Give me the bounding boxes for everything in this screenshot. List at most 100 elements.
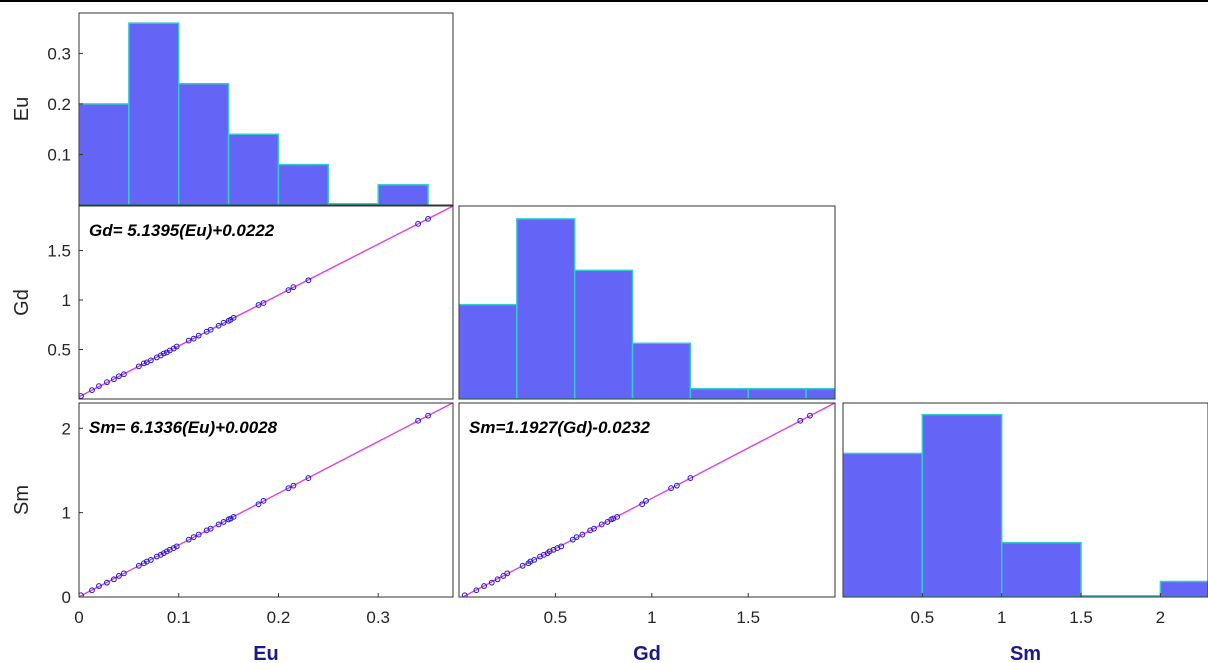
data-point bbox=[185, 337, 192, 344]
data-point bbox=[504, 570, 511, 577]
histogram-bar bbox=[573, 269, 634, 399]
x-tick-label: 1 bbox=[647, 608, 656, 627]
data-point bbox=[147, 556, 154, 563]
regression-equation: Sm=1.1927(Gd)-0.0232 bbox=[469, 418, 651, 437]
data-point bbox=[290, 482, 297, 489]
data-point bbox=[147, 357, 154, 364]
data-point bbox=[79, 393, 84, 399]
x-tick-label: 0.5 bbox=[544, 608, 568, 627]
histogram-bar bbox=[1000, 541, 1082, 597]
data-point bbox=[215, 521, 222, 528]
data-point bbox=[79, 592, 84, 597]
y-tick-label: 0.5 bbox=[47, 341, 71, 360]
y-axis-label: Gd bbox=[11, 289, 33, 316]
data-point bbox=[215, 322, 222, 329]
x-axis-label: Sm bbox=[1010, 643, 1041, 663]
data-point bbox=[285, 287, 292, 294]
data-point bbox=[614, 513, 621, 520]
x-tick-label: 0.1 bbox=[167, 608, 191, 627]
x-tick-label: 1.5 bbox=[1069, 608, 1093, 627]
data-point bbox=[230, 513, 237, 520]
data-point bbox=[425, 215, 431, 222]
histogram-bar bbox=[843, 452, 924, 597]
data-point bbox=[185, 536, 192, 543]
histogram-bar bbox=[747, 387, 807, 399]
hist-gd-frame bbox=[458, 205, 836, 400]
data-point bbox=[104, 579, 110, 586]
data-point bbox=[195, 332, 202, 339]
x-tick-label: 0.5 bbox=[911, 608, 935, 627]
y-tick-label: 2 bbox=[62, 419, 71, 438]
data-point bbox=[425, 412, 431, 419]
y-axis-label: Sm bbox=[11, 485, 33, 515]
data-point bbox=[643, 497, 649, 504]
data-point bbox=[591, 525, 597, 532]
data-point bbox=[797, 417, 804, 424]
data-point bbox=[579, 531, 586, 538]
data-point bbox=[260, 497, 267, 504]
data-point bbox=[305, 277, 312, 284]
data-point bbox=[500, 573, 507, 579]
histogram-bar bbox=[377, 184, 429, 205]
data-point bbox=[569, 536, 576, 543]
data-point bbox=[140, 360, 147, 367]
y-tick-label: 1 bbox=[62, 504, 71, 523]
data-point bbox=[163, 548, 170, 555]
data-point bbox=[111, 576, 117, 583]
data-point bbox=[220, 319, 227, 326]
data-point bbox=[573, 534, 580, 541]
data-point bbox=[173, 543, 180, 550]
data-point bbox=[604, 519, 611, 525]
histogram-bar bbox=[459, 303, 518, 399]
hist-sm-plot-area bbox=[843, 413, 1208, 597]
regression-equation: Gd= 5.1395(Eu)+0.0222 bbox=[89, 221, 275, 240]
data-point bbox=[160, 350, 167, 357]
scatter-sm-gd-plot-area bbox=[461, 403, 835, 597]
data-point bbox=[290, 284, 297, 291]
data-point bbox=[227, 515, 234, 522]
histogram-bar bbox=[277, 163, 330, 205]
scatter-sm-eu-frame bbox=[78, 402, 454, 598]
histogram-bar bbox=[689, 387, 749, 399]
scatter-sm-eu-plot-area bbox=[79, 403, 453, 597]
x-tick-label: 0.3 bbox=[366, 608, 390, 627]
histogram-bar bbox=[516, 218, 576, 399]
x-tick-label: 1 bbox=[997, 608, 1006, 627]
data-point bbox=[135, 363, 142, 370]
data-point bbox=[255, 501, 262, 508]
data-point bbox=[96, 583, 102, 589]
data-point bbox=[415, 417, 421, 424]
data-point bbox=[473, 587, 480, 594]
data-point bbox=[220, 519, 227, 525]
data-point bbox=[173, 343, 180, 350]
x-tick-label: 0.2 bbox=[267, 608, 291, 627]
hist-sm-frame bbox=[842, 402, 1208, 598]
data-point bbox=[687, 475, 694, 481]
data-point bbox=[111, 376, 117, 383]
data-point bbox=[415, 220, 421, 227]
data-point bbox=[558, 543, 565, 550]
data-point bbox=[639, 501, 646, 508]
scatter-sm-gd-frame bbox=[458, 402, 836, 598]
data-point bbox=[190, 534, 197, 541]
regression-line bbox=[461, 403, 835, 597]
histogram-bar bbox=[1159, 580, 1208, 597]
data-point bbox=[207, 525, 214, 532]
histogram-bar bbox=[227, 133, 280, 205]
data-point bbox=[135, 562, 142, 569]
y-axis-label: Eu bbox=[11, 97, 33, 121]
data-point bbox=[157, 551, 164, 558]
data-point bbox=[481, 583, 487, 589]
data-point bbox=[170, 545, 177, 551]
x-axis-label: Gd bbox=[633, 643, 661, 663]
data-point bbox=[120, 570, 127, 577]
histogram-bar bbox=[128, 22, 180, 205]
data-point bbox=[104, 379, 110, 386]
data-point bbox=[89, 587, 95, 594]
scatter-gd-eu-plot-area bbox=[79, 206, 453, 399]
hist-eu-frame bbox=[78, 12, 454, 206]
data-point bbox=[494, 576, 501, 583]
y-tick-label: 0 bbox=[62, 588, 71, 607]
data-point bbox=[673, 482, 680, 489]
